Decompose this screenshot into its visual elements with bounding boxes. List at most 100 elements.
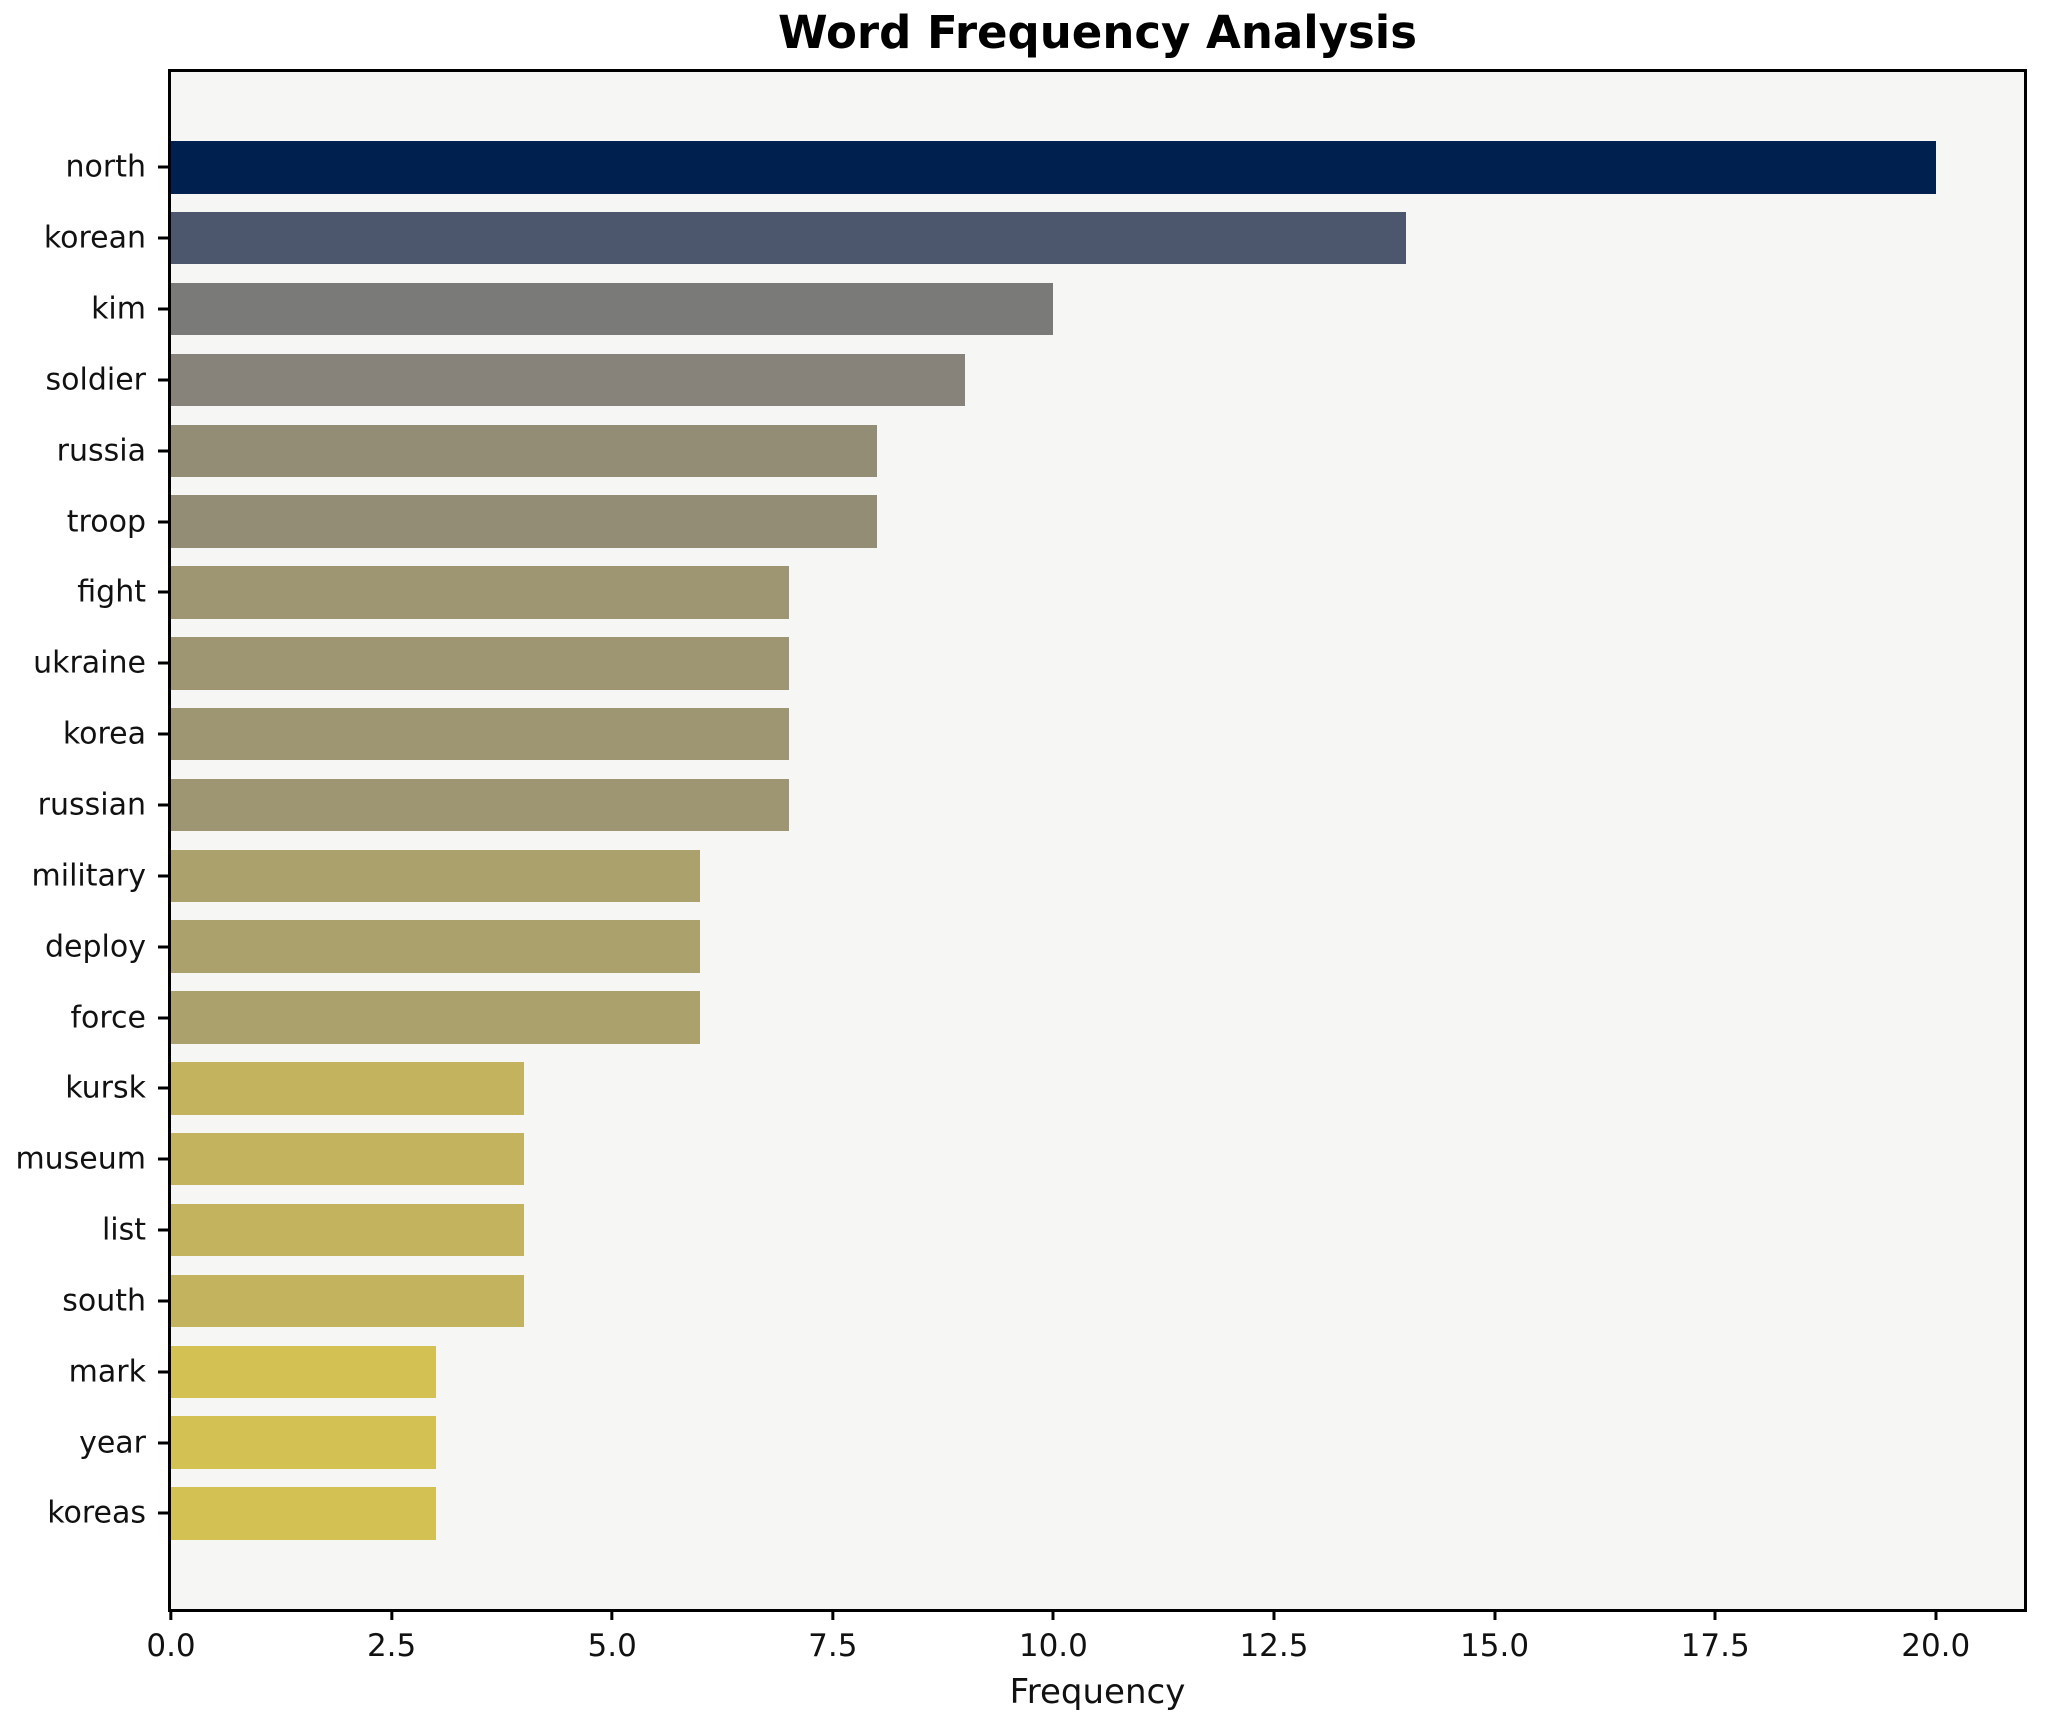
y-tick-mark <box>158 1299 168 1303</box>
y-tick-label: koreas <box>47 1495 146 1531</box>
bar <box>171 707 789 761</box>
y-tick-mark <box>158 874 168 878</box>
y-tick-mark <box>158 1511 168 1515</box>
bar <box>171 282 1054 336</box>
y-tick-label: museum <box>15 1141 146 1177</box>
y-tick-label: soldier <box>45 362 147 398</box>
bar <box>171 353 966 407</box>
y-tick-label: russia <box>56 433 146 469</box>
bar-row: museum <box>15 1124 2024 1195</box>
y-tick-mark <box>158 945 168 949</box>
y-tick-mark <box>158 307 168 311</box>
x-tick: 20.0 <box>1901 1609 1970 1664</box>
bar <box>171 566 789 619</box>
x-tick: 10.0 <box>1019 1609 1088 1664</box>
bar-row: ukraine <box>33 628 2024 699</box>
y-tick-label: kursk <box>65 1070 146 1106</box>
bar-row: year <box>79 1407 2024 1478</box>
bar-row: force <box>70 982 2024 1053</box>
y-tick-mark <box>158 1228 168 1232</box>
y-tick-mark <box>158 590 168 594</box>
y-tick-mark <box>158 165 168 169</box>
x-tick: 0.0 <box>146 1609 196 1664</box>
x-tick-mark <box>1713 1609 1717 1620</box>
bars-container: north korean kim soldier russia troop fight ukr… <box>15 72 2024 1609</box>
bar-row: korean <box>44 203 2024 274</box>
y-tick-label: troop <box>66 504 146 540</box>
bar <box>171 1133 524 1186</box>
bar-row: kim <box>91 274 2024 345</box>
bar <box>171 1062 524 1115</box>
bar <box>171 1345 436 1398</box>
x-tick-label: 0.0 <box>146 1628 196 1664</box>
y-tick-mark <box>158 1370 168 1374</box>
bar-row: south <box>62 1266 2024 1337</box>
x-tick-label: 17.5 <box>1680 1628 1750 1664</box>
bar <box>171 1274 524 1328</box>
bar <box>171 141 1936 194</box>
y-tick-label: year <box>79 1425 146 1461</box>
bar <box>171 991 701 1044</box>
y-tick-mark <box>158 520 168 524</box>
y-tick-label: deploy <box>45 929 146 965</box>
x-tick: 2.5 <box>367 1609 416 1664</box>
y-tick-mark <box>158 1016 168 1020</box>
x-tick-mark <box>390 1609 394 1620</box>
x-tick: 7.5 <box>808 1609 857 1664</box>
x-tick: 15.0 <box>1460 1609 1529 1664</box>
x-tick-label: 10.0 <box>1018 1628 1088 1664</box>
y-tick-label: force <box>70 1000 146 1036</box>
y-tick-mark <box>158 661 168 665</box>
bar <box>171 1487 436 1540</box>
y-tick-label: korean <box>43 220 146 256</box>
y-tick-label: south <box>62 1283 146 1319</box>
plot-area: north korean kim soldier russia troop fight ukr… <box>15 69 2027 1664</box>
y-tick-mark <box>158 1157 168 1161</box>
bar-row: koreas <box>47 1478 2024 1549</box>
y-tick-label: korea <box>62 716 146 752</box>
x-tick-label: 2.5 <box>366 1628 417 1664</box>
bar <box>171 424 877 477</box>
bar <box>171 778 789 832</box>
y-tick-mark <box>158 449 168 453</box>
bar-row: north <box>66 132 2024 203</box>
x-tick: 17.5 <box>1681 1609 1750 1664</box>
x-tick-mark <box>831 1609 835 1620</box>
x-tick-mark <box>1051 1609 1055 1620</box>
y-tick-mark <box>158 236 168 240</box>
bar-row: russia <box>57 415 2024 486</box>
y-tick-label: fight <box>77 574 146 610</box>
bar-row: troop <box>67 486 2024 557</box>
bar <box>171 920 701 973</box>
y-tick-label: mark <box>68 1354 146 1390</box>
x-tick-label: 5.0 <box>587 1628 637 1664</box>
y-tick-label: military <box>31 858 146 894</box>
x-tick-mark <box>610 1609 614 1620</box>
y-tick-label: russian <box>37 787 146 823</box>
bar-row: mark <box>69 1336 2024 1407</box>
bar <box>171 495 877 548</box>
bar-row: soldier <box>46 345 2024 416</box>
bar-row: russian <box>38 770 2024 841</box>
bar-row: fight <box>77 557 2024 628</box>
y-tick-label: north <box>65 149 146 185</box>
bar-row: korea <box>63 699 2024 770</box>
bar <box>171 637 789 690</box>
x-axis-label: Frequency <box>1009 1672 1186 1712</box>
bar-row: kursk <box>65 1053 2024 1124</box>
bar <box>171 212 1407 265</box>
bar <box>171 1203 524 1257</box>
bar <box>171 849 701 903</box>
y-tick-mark <box>158 378 168 382</box>
x-tick-mark <box>169 1609 173 1620</box>
bar-row: deploy <box>45 911 2024 982</box>
bar-row: military <box>32 840 2024 911</box>
x-tick: 5.0 <box>588 1609 637 1664</box>
x-tick-label: 20.0 <box>1901 1628 1971 1664</box>
x-tick-mark <box>1493 1609 1497 1620</box>
y-tick-label: kim <box>91 291 146 327</box>
bar-row: list <box>102 1195 2024 1266</box>
y-tick-mark <box>158 732 168 736</box>
x-tick: 12.5 <box>1239 1609 1308 1664</box>
